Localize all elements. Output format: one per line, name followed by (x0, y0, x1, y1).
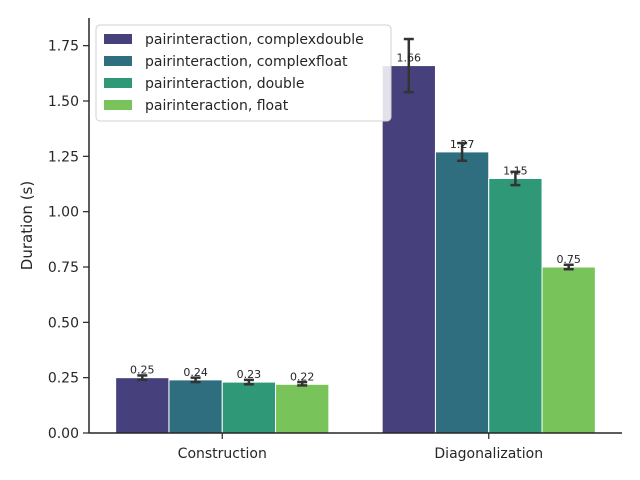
bar-0-1 (381, 65, 436, 434)
bar-2-1 (488, 177, 543, 434)
legend-swatch-2 (104, 78, 132, 88)
data-label-0-1: 1.66 (397, 52, 422, 65)
data-label-2-0: 0.23 (237, 368, 262, 381)
legend-label-0: pairinteraction, complexdouble (145, 32, 364, 48)
y-tick-label-2: 0.50 (48, 315, 79, 331)
y-axis-label: Duration (s) (18, 181, 36, 270)
bar-2-0 (221, 381, 277, 434)
data-label-3-1: 0.75 (556, 253, 581, 266)
x-tick-label-0: Construction (178, 446, 267, 462)
bar-3-0 (275, 383, 330, 434)
bar-3-1 (541, 266, 596, 434)
data-label-1-1: 1.27 (450, 138, 475, 151)
data-label-0-0: 0.25 (130, 364, 155, 377)
y-tick-label-3: 0.75 (48, 260, 79, 276)
y-tick-label-1: 0.25 (48, 371, 79, 387)
legend-swatch-3 (104, 100, 132, 110)
y-tick-label-6: 1.50 (48, 94, 79, 110)
bar-1-1 (434, 151, 490, 434)
legend-box (95, 24, 392, 122)
legend-label-2: pairinteraction, double (145, 76, 304, 92)
legend-swatch-1 (104, 56, 132, 66)
legend-label-1: pairinteraction, complexfloat (145, 54, 348, 70)
data-label-3-0: 0.22 (290, 370, 315, 383)
bar-0-0 (115, 377, 170, 434)
x-tick-label-1: Diagonalization (434, 446, 543, 462)
y-tick-label-7: 1.75 (48, 39, 79, 55)
y-tick-label-0: 0.00 (48, 426, 79, 442)
y-tick-label-4: 1.00 (48, 205, 79, 221)
bar-1-0 (168, 379, 223, 434)
legend-swatch-0 (104, 34, 132, 44)
y-tick-label-5: 1.25 (48, 149, 79, 165)
data-label-2-1: 1.15 (503, 164, 528, 177)
legend-label-3: pairinteraction, float (145, 98, 289, 114)
data-label-1-0: 0.24 (183, 366, 208, 379)
